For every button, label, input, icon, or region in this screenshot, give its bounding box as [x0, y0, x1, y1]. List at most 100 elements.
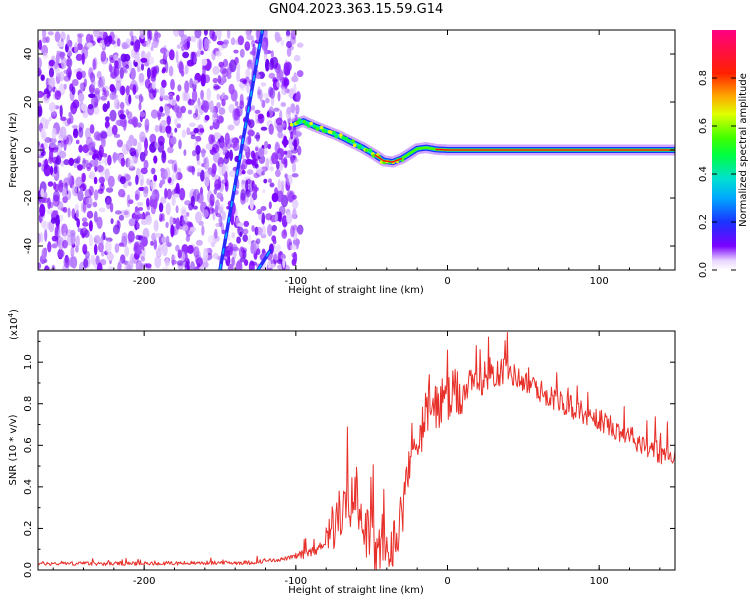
noise-blob: [76, 218, 80, 228]
noise-blob: [210, 200, 215, 207]
noise-blob: [164, 106, 170, 117]
y-tick-label: 0.4: [23, 479, 34, 495]
noise-blob: [174, 127, 178, 133]
noise-blob: [220, 222, 225, 235]
noise-blob: [125, 85, 130, 96]
noise-blob: [119, 101, 125, 110]
noise-blob: [71, 86, 76, 96]
noise-blob: [53, 166, 58, 175]
noise-blob: [44, 124, 49, 129]
noise-blob: [42, 30, 47, 40]
noise-blob: [82, 221, 89, 227]
noise-blob: [109, 64, 113, 73]
noise-blob: [243, 220, 250, 227]
noise-blob: [62, 196, 68, 204]
noise-blob: [204, 176, 210, 188]
trace-point: [334, 134, 338, 139]
noise-blob: [67, 50, 73, 57]
noise-blob: [249, 50, 256, 55]
noise-blob: [195, 145, 201, 155]
noise-blob: [268, 201, 272, 209]
noise-blob: [140, 174, 145, 186]
noise-blob: [63, 83, 67, 90]
noise-blob: [175, 172, 183, 181]
noise-blob: [163, 95, 169, 101]
noise-blob: [167, 146, 174, 154]
noise-blob: [59, 104, 63, 118]
noise-blob: [275, 169, 281, 178]
noise-blob: [216, 115, 224, 124]
noise-blob: [236, 69, 241, 83]
noise-blob: [165, 125, 172, 134]
noise-blob: [218, 216, 222, 224]
snr-series: [38, 332, 675, 570]
noise-blob: [54, 210, 59, 216]
noise-blob: [67, 172, 72, 185]
noise-blob: [271, 192, 279, 203]
noise-blob: [53, 181, 57, 190]
noise-blob: [137, 207, 144, 211]
noise-blob: [277, 130, 284, 139]
noise-blob: [69, 256, 74, 268]
noise-blob: [136, 66, 141, 73]
noise-blob: [244, 259, 249, 266]
noise-blob: [261, 171, 265, 176]
noise-blob: [283, 135, 288, 148]
noise-blob: [47, 181, 54, 187]
noise-blob: [267, 260, 272, 269]
noise-blob: [60, 116, 67, 122]
noise-blob: [173, 163, 177, 174]
colorbar-tick-label: 0.2: [698, 214, 709, 230]
snr-x-axis-label: Height of straight line (km): [288, 585, 424, 596]
noise-blob: [145, 40, 151, 48]
noise-blob: [171, 195, 176, 207]
noise-blob: [159, 86, 165, 99]
noise-blob: [103, 89, 110, 98]
noise-blob: [196, 192, 204, 204]
noise-blob: [203, 250, 209, 261]
trace-point: [347, 139, 351, 143]
noise-blob: [54, 61, 58, 70]
noise-blob: [49, 142, 56, 149]
noise-blob: [288, 137, 295, 151]
colorbar: 0.0 0.2 0.4 0.6 0.8 Normalized spectral ampl…: [698, 30, 749, 278]
noise-blob: [172, 254, 176, 261]
noise-blob: [268, 178, 272, 184]
noise-blob: [229, 149, 233, 162]
noise-blob: [201, 225, 205, 236]
noise-blob: [80, 103, 88, 112]
noise-blob: [98, 207, 106, 213]
noise-blob: [51, 264, 56, 270]
noise-blob: [65, 58, 72, 66]
noise-blob: [54, 31, 61, 43]
noise-blob: [168, 49, 175, 61]
noise-blob: [245, 179, 249, 192]
y-tick-label: -40: [23, 238, 34, 254]
noise-blob: [245, 30, 251, 37]
noise-blob: [133, 40, 141, 53]
noise-blob: [264, 140, 269, 149]
noise-blob: [216, 192, 223, 200]
noise-blob: [105, 116, 110, 122]
noise-blob: [227, 234, 231, 241]
noise-blob: [185, 235, 191, 242]
noise-blob: [215, 50, 222, 57]
noise-blob: [60, 31, 66, 41]
noise-blob: [178, 139, 182, 150]
noise-blob: [106, 187, 114, 193]
noise-blob: [247, 129, 255, 137]
noise-blob: [82, 157, 86, 170]
colorbar-label: Normalized spectral amplitude: [738, 73, 749, 227]
noise-blob: [59, 214, 64, 222]
noise-blob: [44, 158, 49, 170]
noise-blob: [84, 189, 93, 199]
noise-blob: [62, 239, 68, 249]
noise-blob: [176, 123, 181, 129]
noise-blob: [238, 246, 245, 259]
noise-blob: [195, 257, 203, 267]
noise-blob: [76, 71, 83, 80]
noise-blob: [241, 170, 246, 175]
noise-blob: [205, 143, 214, 151]
noise-blob: [266, 111, 270, 118]
